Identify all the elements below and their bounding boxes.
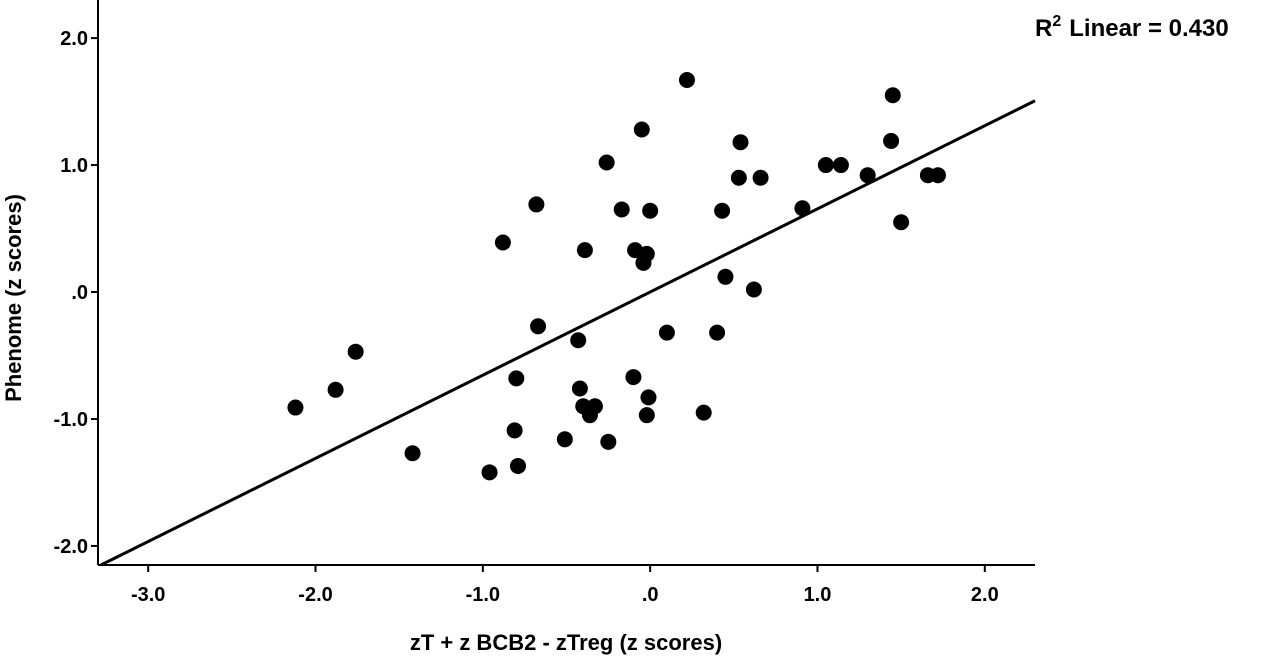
fit-line [100,99,1036,567]
y-axis-ticks: 2.0 1.0 .0 -1.0 -2.0 [54,28,98,558]
data-point [832,157,849,174]
data-point [709,324,726,341]
x-tick-label: 2.0 [971,584,999,606]
y-tick-label: -1.0 [54,409,88,431]
data-point [640,389,657,406]
data-point [658,324,675,341]
data-point [494,234,511,251]
x-tick-label: -2.0 [298,584,332,606]
y-tick-label: .0 [71,282,88,304]
data-point [613,201,630,218]
data-point [556,431,573,448]
data-point [714,202,731,219]
data-point [638,245,655,262]
data-point [883,132,900,149]
data-point [717,268,734,285]
data-point [600,433,617,450]
data-point [752,169,769,186]
data-point [884,87,901,104]
data-point [481,464,498,481]
data-point [817,157,834,174]
r-squared-superscript: 2 [1052,13,1061,30]
data-point [893,214,910,231]
data-point [598,154,615,171]
data-point [929,167,946,184]
x-axis-ticks: -3.0 -2.0 -1.0 .0 1.0 2.0 [131,565,999,606]
data-point [404,445,421,462]
data-point [347,343,364,360]
data-point [695,404,712,421]
x-axis-title: zT + z BCB2 - zTreg (z scores) [410,630,722,655]
y-axis-title: Phenome (z scores) [1,194,26,402]
data-point [508,370,525,387]
data-point [638,407,655,424]
x-tick-label: -1.0 [466,584,500,606]
data-point [287,399,304,416]
data-point [678,71,695,88]
data-point [642,202,659,219]
r-squared-value: Linear = 0.430 [1069,15,1228,42]
x-tick-label: 1.0 [804,584,832,606]
r-squared-prefix: R [1035,15,1052,42]
x-tick-label: -3.0 [131,584,165,606]
data-point [327,381,344,398]
data-point [625,369,642,386]
data-point [633,121,650,138]
data-point [530,318,547,335]
r-squared-annotation: R2 Linear = 0.430 [1035,13,1229,42]
data-point [509,457,526,474]
data-point [745,281,762,298]
fit-line-layer [100,99,1036,567]
data-point [794,200,811,217]
data-point [570,332,587,349]
data-point [571,380,588,397]
data-point [730,169,747,186]
y-tick-label: -2.0 [54,536,88,558]
data-point [576,242,593,259]
y-tick-label: 1.0 [60,155,88,177]
y-tick-label: 2.0 [60,28,88,50]
data-points [287,71,946,481]
axes [97,0,1035,566]
data-point [528,196,545,213]
data-point [859,167,876,184]
x-tick-label: .0 [642,584,659,606]
data-point [506,422,523,439]
data-point [732,134,749,151]
data-point [586,398,603,415]
